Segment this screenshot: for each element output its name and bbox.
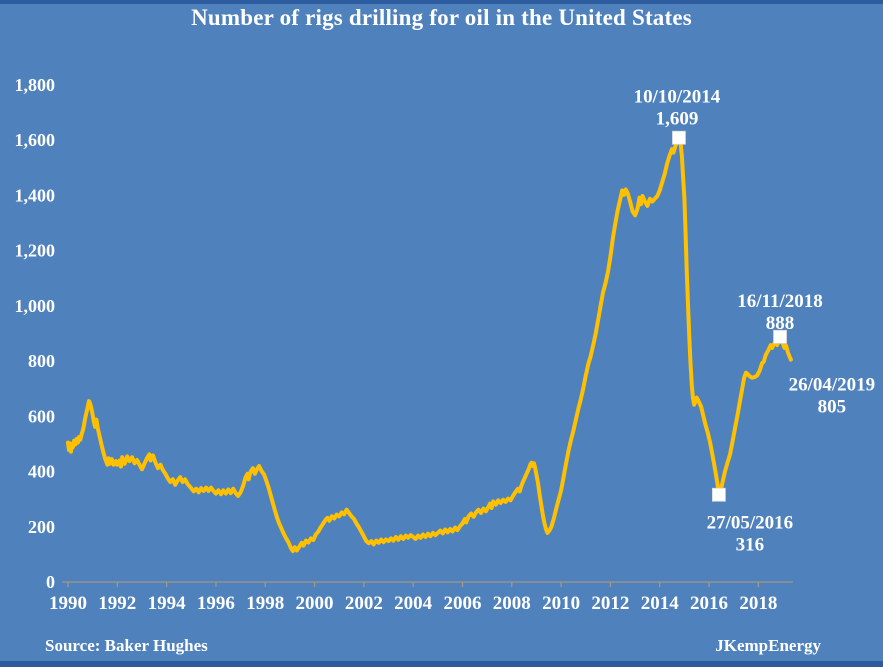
- data-point-marker: [773, 329, 787, 344]
- x-tick-label: 2002: [345, 593, 383, 614]
- y-tick-label: 200: [28, 517, 55, 537]
- top-border-band: [0, 0, 883, 4]
- source-credit: Source: Baker Hughes: [45, 636, 208, 655]
- y-tick-label: 400: [28, 462, 55, 482]
- annotation-value: 1,609: [656, 109, 699, 130]
- x-tick-label: 2012: [591, 593, 629, 614]
- x-tick-label: 2014: [641, 593, 680, 614]
- annotation-value: 805: [818, 397, 847, 418]
- author-credit: JKempEnergy: [715, 636, 821, 655]
- annotation-date: 26/04/2019: [789, 375, 876, 396]
- y-tick-label: 1,600: [15, 130, 56, 150]
- y-tick-label: 1,200: [15, 241, 56, 261]
- y-tick-label: 1,400: [15, 185, 56, 205]
- x-tick-label: 2016: [690, 593, 728, 614]
- x-tick-label: 1996: [197, 593, 235, 614]
- x-tick-label: 1990: [49, 593, 87, 614]
- x-tick-label: 1992: [98, 593, 136, 614]
- y-tick-label: 1,000: [15, 296, 56, 316]
- annotation-date: 16/11/2018: [737, 291, 823, 312]
- bottom-border-band: [0, 661, 883, 667]
- x-tick-label: 1998: [246, 593, 284, 614]
- data-point-marker: [711, 487, 726, 502]
- x-tick-label: 2010: [542, 593, 580, 614]
- y-tick-label: 1,800: [15, 75, 56, 95]
- x-tick-label: 2018: [739, 593, 777, 614]
- y-tick-label: 600: [28, 406, 55, 426]
- annotation-date: 27/05/2016: [707, 513, 794, 534]
- annotation-value: 316: [736, 535, 765, 556]
- x-tick-label: 2004: [394, 593, 433, 614]
- data-point-marker: [672, 130, 686, 145]
- x-tick-label: 2006: [443, 593, 481, 614]
- chart-title: Number of rigs drilling for oil in the U…: [191, 5, 692, 30]
- x-tick-label: 2008: [493, 593, 531, 614]
- annotation-date: 10/10/2014: [634, 87, 721, 108]
- y-tick-label: 0: [46, 572, 55, 592]
- annotation-value: 888: [766, 313, 795, 334]
- rig-count-line: [66, 136, 793, 554]
- x-tick-label: 2000: [296, 593, 334, 614]
- y-tick-label: 800: [28, 351, 55, 371]
- x-tick-label: 1994: [148, 593, 187, 614]
